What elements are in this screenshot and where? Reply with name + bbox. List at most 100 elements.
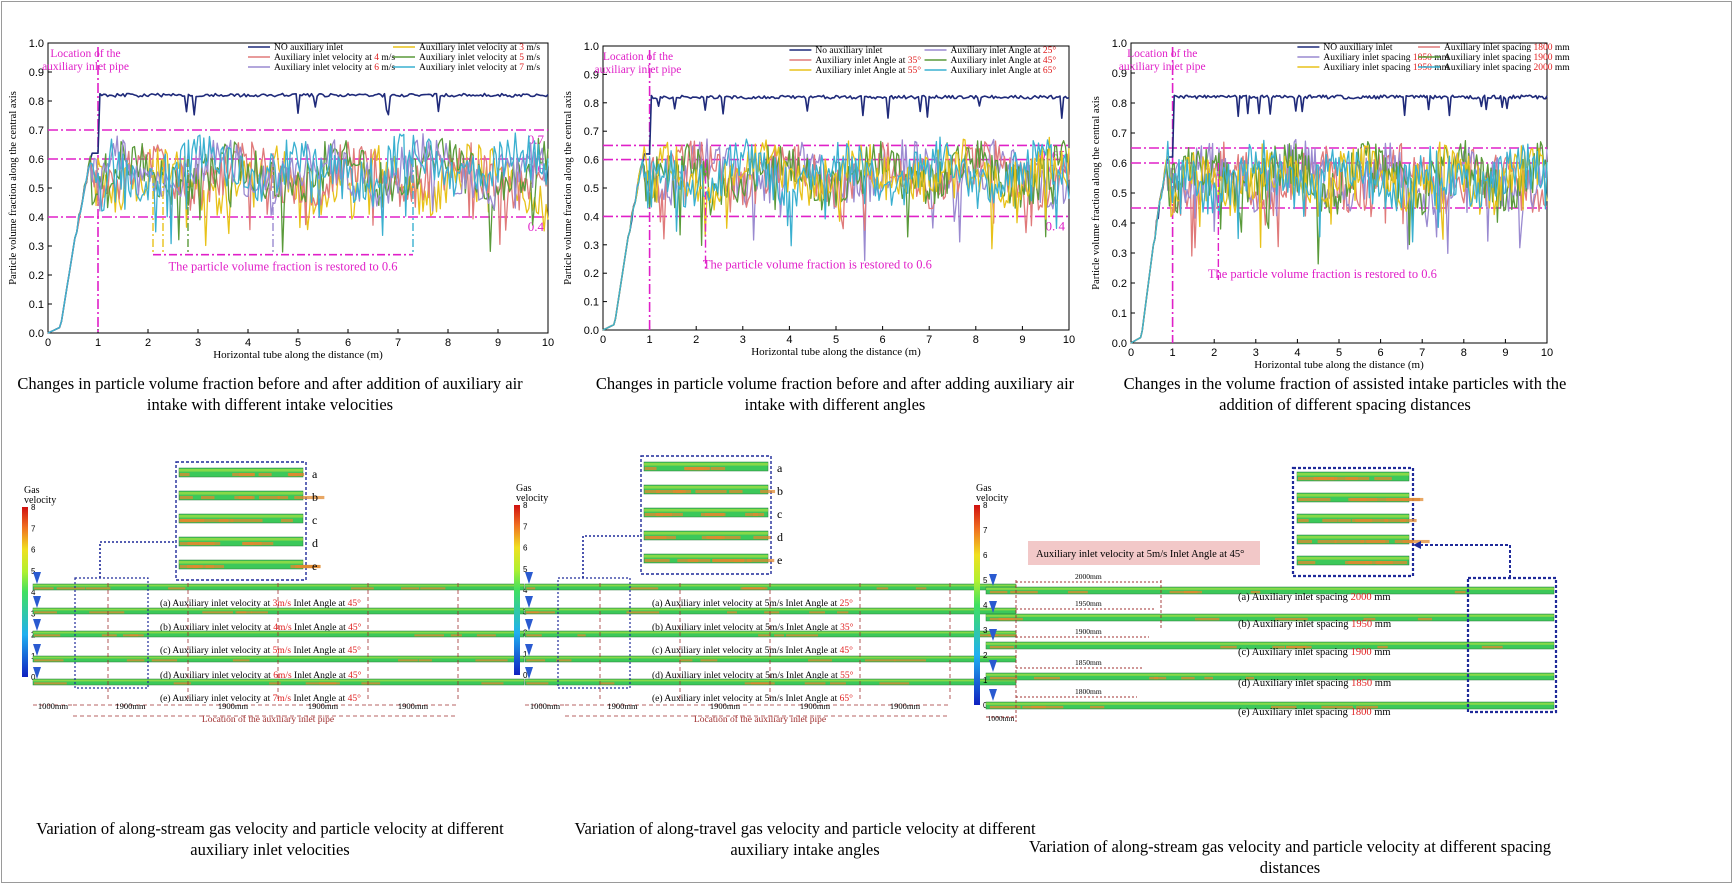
colorbar-title-1: Gas xyxy=(24,485,40,496)
inlet-nozzle-icon xyxy=(525,572,533,584)
pipe-core xyxy=(33,679,524,682)
pipe-core xyxy=(986,702,1554,705)
pipe-core xyxy=(644,554,768,558)
pipe-core xyxy=(644,531,768,535)
inlet-nozzle-icon xyxy=(525,619,533,631)
particle-streak xyxy=(712,558,745,563)
caption-angle-contour: Variation of along-travel gas velocity a… xyxy=(574,819,1036,859)
particle-streak xyxy=(526,659,546,662)
particle-streak xyxy=(1194,617,1220,621)
zoom-pipe xyxy=(178,536,304,547)
legend-label: NO auxiliary inlet xyxy=(274,43,343,53)
spacing-dim-label: 1950mm xyxy=(1075,599,1102,608)
particle-streak xyxy=(1454,590,1466,594)
dimension-label: 1000mm xyxy=(530,701,561,711)
particle-streak xyxy=(277,495,289,500)
dimension-label: 1900mm xyxy=(800,701,831,711)
legend-label: Auxiliary inlet velocity at 3 m/s xyxy=(419,43,540,53)
x-tick-label: 4 xyxy=(1294,347,1300,359)
y-tick-label: 0.2 xyxy=(584,268,599,280)
particle-streak xyxy=(894,659,926,662)
y-tick-label: 0.0 xyxy=(1112,338,1127,350)
particle-streak xyxy=(126,659,145,662)
y-tick-label: 0.9 xyxy=(1112,68,1127,80)
dimension-label: 1900mm xyxy=(398,701,429,711)
contour-row-label: (c) Auxiliary inlet spacing 1900 mm xyxy=(1238,647,1391,658)
legend-label: Auxiliary inlet spacing 1900 mm xyxy=(1444,53,1570,63)
particle-streak xyxy=(1297,476,1328,481)
zoom-label: a xyxy=(312,467,318,481)
colorbar-title-1: Gas xyxy=(976,483,992,494)
series-line xyxy=(602,94,1070,331)
particle-streak xyxy=(450,634,462,637)
particle-streak xyxy=(1220,645,1237,649)
contour-row-label: (d) Auxiliary inlet spacing 1850 mm xyxy=(1238,678,1391,689)
colorbar-tick: 5 xyxy=(983,576,988,585)
caption-spacing-contour: Variation of along-stream gas velocity a… xyxy=(1028,837,1551,877)
y-tick-label: 0.8 xyxy=(29,96,44,108)
particle-streak xyxy=(1374,476,1392,481)
y-tick-label: 0.0 xyxy=(29,328,44,340)
y-axis-label: Particle volume fraction along the centr… xyxy=(1091,96,1102,290)
x-tick-label: 8 xyxy=(973,334,979,346)
zoom-label: e xyxy=(312,559,317,573)
particle-streak xyxy=(204,518,229,523)
x-tick-label: 6 xyxy=(1378,347,1384,359)
legend-label: Auxiliary inlet spacing 1850 mm xyxy=(1323,53,1449,63)
particle-streak xyxy=(644,512,664,517)
inlet-nozzle-icon xyxy=(989,629,997,641)
inlet-nozzle-icon xyxy=(989,689,997,701)
particle-streak xyxy=(173,682,192,685)
particle-streak xyxy=(1402,539,1430,544)
pipe-core xyxy=(644,485,768,489)
x-tick-label: 10 xyxy=(1063,334,1075,346)
particle-streak xyxy=(269,682,281,685)
dimension-label: 1000mm xyxy=(988,714,1015,723)
pipe-core xyxy=(1297,472,1409,476)
colorbar-tick: 6 xyxy=(31,546,36,555)
selection-box xyxy=(1466,576,1558,714)
pipe-core xyxy=(179,514,303,518)
colorbar-tick: 6 xyxy=(523,544,528,553)
pipe-core xyxy=(986,642,1554,645)
particle-streak xyxy=(1313,476,1335,481)
particle-streak xyxy=(760,489,776,494)
pipe-core xyxy=(644,462,768,466)
particle-streak xyxy=(319,682,340,685)
series-line xyxy=(1130,94,1548,344)
legend-label: No auxiliary inlet xyxy=(815,46,882,56)
particle-streak xyxy=(1033,676,1060,680)
particle-streak xyxy=(1245,676,1255,680)
particle-streak xyxy=(774,634,784,637)
legend-label: Auxiliary inlet Angle at 35° xyxy=(815,55,921,66)
particle-streak xyxy=(644,489,660,494)
pipe-row xyxy=(524,630,1017,638)
particle-streak xyxy=(710,466,726,471)
y-tick-label: 1.0 xyxy=(584,41,599,53)
particle-streak xyxy=(1365,560,1383,565)
particle-streak xyxy=(695,489,727,494)
colorbar-tick: 3 xyxy=(983,626,988,635)
caption-angle-chart: Changes in particle volume fraction befo… xyxy=(595,374,1075,414)
zoom-label: d xyxy=(777,530,783,544)
x-tick-label: 0 xyxy=(600,334,606,346)
pipe-row xyxy=(524,655,1017,663)
particle-streak xyxy=(1250,590,1261,594)
inlet-nozzle-icon xyxy=(989,660,997,672)
particle-streak xyxy=(808,659,832,662)
particle-streak xyxy=(251,611,268,614)
contour-row-label: (d) Auxiliary inlet velocity at 6m/s Inl… xyxy=(160,670,362,681)
inlet-label-line2: auxiliary inlet pipe xyxy=(595,64,682,76)
particle-streak xyxy=(1010,617,1023,621)
particle-streak xyxy=(526,634,542,637)
particle-streak xyxy=(1298,560,1316,565)
contour-row-label: (c) Auxiliary inlet velocity at 5m/s Inl… xyxy=(652,645,853,656)
particle-streak xyxy=(1384,518,1407,523)
particle-streak xyxy=(259,495,280,500)
particle-streak xyxy=(296,564,314,569)
particle-streak xyxy=(34,587,54,590)
particle-streak xyxy=(101,634,117,637)
